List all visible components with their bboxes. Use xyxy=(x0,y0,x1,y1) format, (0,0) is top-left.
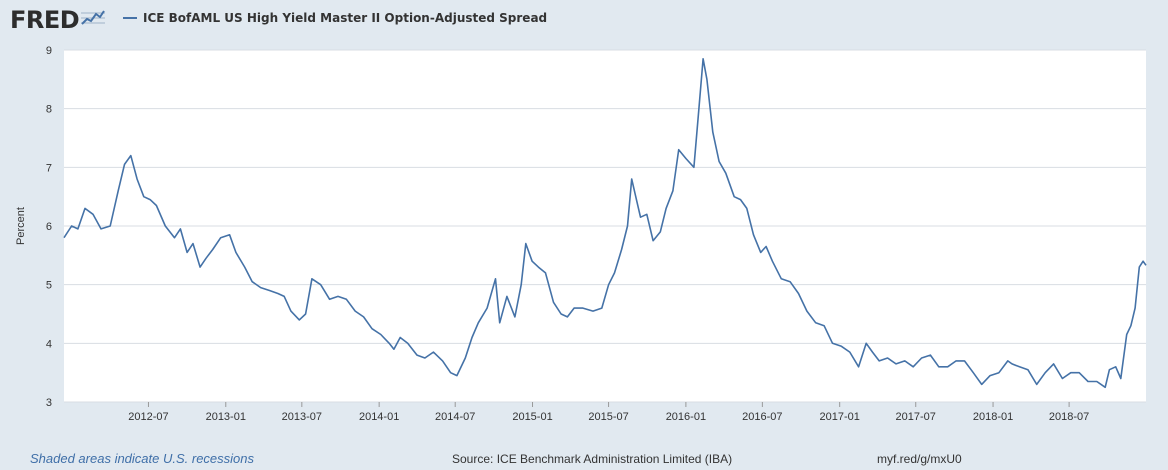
y-tick-label: 5 xyxy=(46,280,52,292)
y-tick-label: 4 xyxy=(46,338,52,350)
source-text: Source: ICE Benchmark Administration Lim… xyxy=(452,452,733,466)
x-tick-label: 2013-01 xyxy=(206,411,246,423)
x-tick-label: 2012-07 xyxy=(128,411,168,423)
y-tick-label: 6 xyxy=(46,221,52,233)
legend-swatch xyxy=(123,17,137,19)
x-tick-label: 2013-07 xyxy=(282,411,322,423)
short-link[interactable]: myf.red/g/mxU0 xyxy=(877,452,962,466)
fred-logo[interactable]: FRED xyxy=(10,6,106,34)
trend-chart-icon xyxy=(81,7,106,33)
legend-series-label: ICE BofAML US High Yield Master II Optio… xyxy=(143,11,548,25)
x-tick-label: 2015-01 xyxy=(512,411,552,423)
y-axis-label: Percent xyxy=(15,207,27,245)
header: FRED ICE BofAML US High Yield Master II … xyxy=(0,0,1168,42)
x-tick-label: 2016-07 xyxy=(742,411,782,423)
x-axis: 2012-07 2013-01 2013-07 2014-01 2014-07 2015-… xyxy=(128,402,1089,423)
x-tick-label: 2017-07 xyxy=(896,411,936,423)
y-tick-label: 7 xyxy=(46,162,52,174)
line-chart[interactable]: 3 4 5 6 7 8 9 2012-07 2013-01 2013-07 2014-01 2014… xyxy=(0,0,1168,445)
x-tick-label: 2016-01 xyxy=(666,411,706,423)
x-tick-label: 2014-07 xyxy=(435,411,475,423)
logo-text: FRED xyxy=(10,6,80,34)
y-tick-label: 3 xyxy=(46,397,52,409)
y-axis: 3 4 5 6 7 8 9 xyxy=(46,45,52,409)
series-line[interactable] xyxy=(63,57,1147,389)
x-tick-label: 2014-01 xyxy=(359,411,399,423)
x-tick-label: 2017-01 xyxy=(819,411,859,423)
legend: ICE BofAML US High Yield Master II Optio… xyxy=(123,11,547,25)
y-tick-label: 9 xyxy=(46,45,52,57)
x-tick-label: 2018-07 xyxy=(1049,411,1089,423)
x-tick-label: 2015-07 xyxy=(588,411,628,423)
grid-lines xyxy=(64,49,1146,403)
y-tick-label: 8 xyxy=(46,104,52,116)
recession-note: Shaded areas indicate U.S. recessions xyxy=(30,451,255,466)
x-tick-label: 2018-01 xyxy=(973,411,1013,423)
